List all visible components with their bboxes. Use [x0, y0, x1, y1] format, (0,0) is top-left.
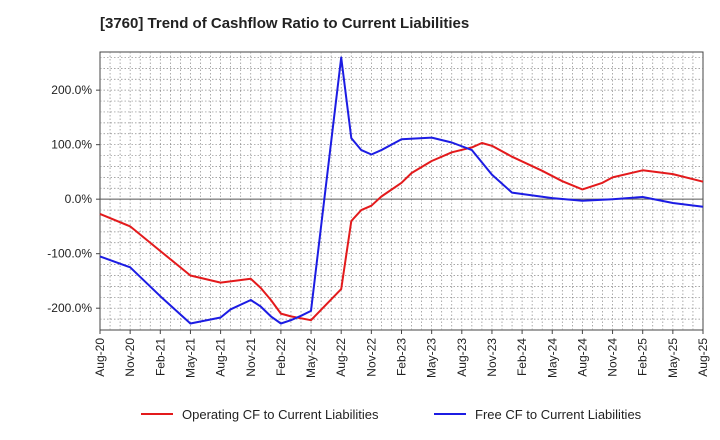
y-tick-label: 0.0%	[65, 192, 93, 206]
chart-title: [3760] Trend of Cashflow Ratio to Curren…	[100, 15, 470, 32]
y-tick-label: -200.0%	[47, 301, 92, 315]
x-tick-label: Nov-21	[244, 338, 258, 377]
x-tick-label: Nov-22	[364, 338, 378, 377]
x-tick-label: May-24	[545, 338, 559, 378]
x-tick-label: Aug-25	[696, 338, 710, 377]
x-tick-label: Feb-24	[515, 338, 529, 376]
x-tick-label: Aug-23	[455, 338, 469, 377]
x-tick-label: Nov-23	[485, 338, 499, 377]
y-tick-label: 200.0%	[51, 83, 92, 97]
x-tick-label: Feb-21	[153, 338, 167, 376]
series-line-operating-cf	[99, 142, 704, 322]
legend-label: Free CF to Current Liabilities	[475, 407, 642, 422]
x-tick-label: Nov-20	[123, 338, 137, 377]
plot-area	[99, 51, 704, 331]
x-tick-label: May-23	[425, 338, 439, 378]
y-tick-label: 100.0%	[51, 138, 92, 152]
x-tick-label: May-25	[666, 338, 680, 378]
x-tick-label: May-21	[183, 338, 197, 378]
x-tick-label: Aug-20	[93, 338, 107, 377]
x-tick-label: Aug-22	[334, 338, 348, 377]
x-tick-label: Feb-23	[395, 338, 409, 376]
series-line-free-cf	[99, 56, 704, 325]
x-tick-label: May-22	[304, 338, 318, 378]
legend-label: Operating CF to Current Liabilities	[182, 407, 379, 422]
x-tick-label: Feb-22	[274, 338, 288, 376]
x-tick-label: Feb-25	[636, 338, 650, 376]
x-tick-label: Aug-21	[214, 338, 228, 377]
y-tick-label: -100.0%	[47, 247, 92, 261]
x-tick-label: Nov-24	[606, 338, 620, 377]
x-tick-label: Aug-24	[575, 338, 589, 377]
